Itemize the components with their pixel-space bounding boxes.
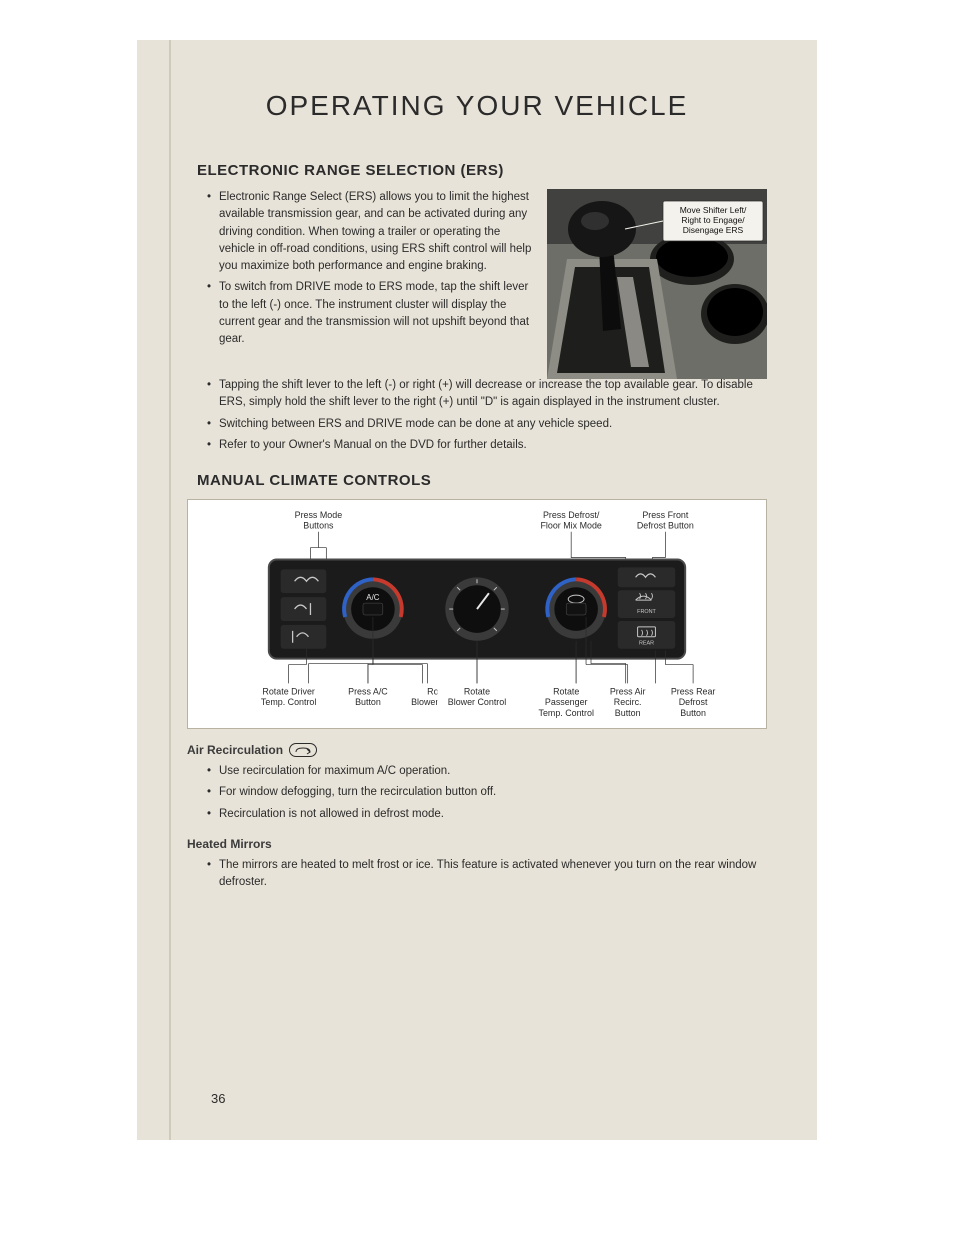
ers-bullets-wrap: Electronic Range Select (ERS) allows you… [197,189,535,352]
climate-diagram: Press Mode Buttons Press Defrost/ Floor … [188,500,766,728]
right-buttons: FRONT REAR [618,567,675,648]
front-label: FRONT [637,609,656,615]
svg-text:Rotate: Rotate [464,686,490,696]
shifter-callout-line: Right to Engage/ [681,215,745,225]
ac-label: A/C [366,593,379,602]
passenger-temp-knob [546,579,605,638]
recirc-bullet: Recirculation is not allowed in defrost … [197,806,767,823]
label-recirc: Press Air [610,686,646,696]
label-front-defrost: Press Front [642,510,689,520]
ers-bullet: Switching between ERS and DRIVE mode can… [197,416,767,433]
air-recirc-heading: Air Recirculation [187,743,767,757]
shifter-figure: Move Shifter Left/ Right to Engage/ Dise… [547,189,767,379]
recirc-bullet: Use recirculation for maximum A/C operat… [197,763,767,780]
ers-block: Electronic Range Select (ERS) allows you… [197,189,767,379]
blower-knob [445,577,508,640]
label-front-defrost: Defrost Button [637,521,694,531]
climate-heading: MANUAL CLIMATE CONTROLS [197,472,767,489]
label-defrost-floor: Floor Mix Mode [540,521,601,531]
rear-label: REAR [639,641,654,647]
recirc-bullet: For window defogging, turn the recircula… [197,784,767,801]
label-pass-temp: Rotate [553,686,579,696]
heated-mirrors-bullets: The mirrors are heated to melt frost or … [197,857,767,892]
label-mode: Press Mode [295,510,343,520]
climate-figure: Press Mode Buttons Press Defrost/ Floor … [187,499,767,729]
ers-continuation: Tapping the shift lever to the left (-) … [197,377,767,412]
label-rear-defrost: Press Rear [671,686,716,696]
label-driver-temp: Temp. Control [261,697,316,707]
heated-mirrors-heading: Heated Mirrors [187,837,767,851]
svg-text:Blower Control: Blower Control [448,697,506,707]
label-ac: Press A/C [348,686,388,696]
manual-page: OPERATING YOUR VEHICLE ELECTRONIC RANGE … [137,40,817,1140]
label-pass-temp: Passenger [545,697,588,707]
shifter-illustration: Move Shifter Left/ Right to Engage/ Dise… [547,189,767,379]
label-driver-temp: Rotate Driver [262,686,314,696]
ers-bullet: To switch from DRIVE mode to ERS mode, t… [197,279,535,348]
ers-bullets-full: Switching between ERS and DRIVE mode can… [197,416,767,455]
label-mode: Buttons [303,521,334,531]
page-title: OPERATING YOUR VEHICLE [187,90,767,122]
shifter-callout-line: Disengage ERS [683,225,744,235]
label-recirc: Recirc. [614,697,642,707]
ers-heading: ELECTRONIC RANGE SELECTION (ERS) [197,162,767,179]
label-defrost-floor: Press Defrost/ [543,510,600,520]
label-ac: Button [355,697,381,707]
ers-bullet: Refer to your Owner's Manual on the DVD … [197,437,767,454]
ers-bullet: Electronic Range Select (ERS) allows you… [197,189,535,275]
air-recirc-bullets: Use recirculation for maximum A/C operat… [197,763,767,823]
mode-buttons [281,569,327,648]
shifter-callout-line: Move Shifter Left/ [680,205,747,215]
label-rear-defrost: Button [680,708,706,718]
recirc-icon [289,743,317,757]
page-number: 36 [211,1091,225,1106]
label-pass-temp: Temp. Control [538,708,593,718]
label-recirc: Button [615,708,641,718]
mirrors-bullet: The mirrors are heated to melt frost or … [197,857,767,892]
label-rear-defrost: Defrost [679,697,708,707]
ers-continuation-list: Tapping the shift lever to the left (-) … [197,377,767,412]
